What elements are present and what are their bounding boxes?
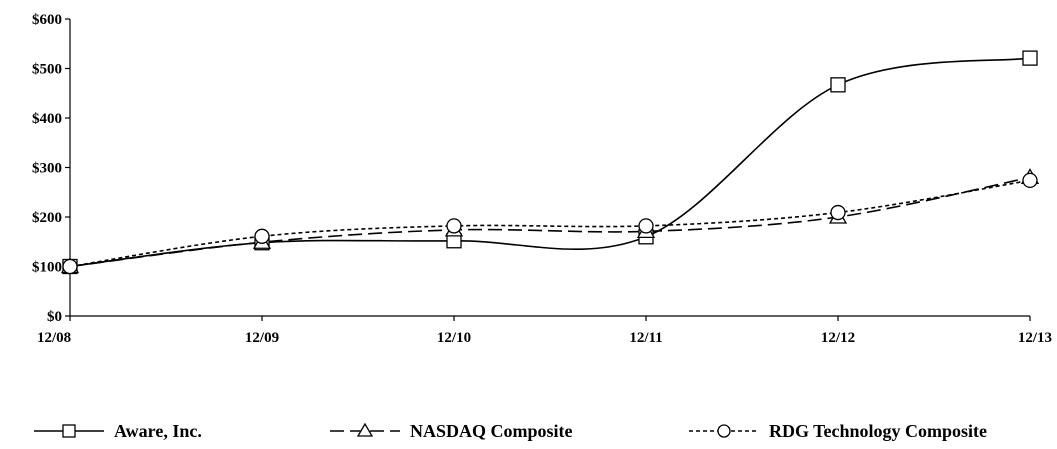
series-markers <box>60 50 1040 275</box>
legend-circle-marker <box>717 424 731 438</box>
y-tick-label: $600 <box>32 12 62 28</box>
legend-label: NASDAQ Composite <box>410 421 573 441</box>
series-2-point-4 <box>830 204 846 221</box>
y-tick-label: $500 <box>32 62 62 78</box>
series-line-2 <box>69 179 1031 268</box>
legend-item-1: NASDAQ Composite <box>330 421 573 441</box>
series-0-point-5 <box>1022 50 1038 66</box>
x-tick-label: 12/08 <box>37 330 71 346</box>
x-tick-label: 12/09 <box>245 330 279 346</box>
series-line-0 <box>69 57 1031 268</box>
series-lines <box>69 57 1031 268</box>
y-tick-label: $100 <box>32 260 62 276</box>
x-tick-label: 12/13 <box>1018 330 1052 346</box>
y-tick-label: $0 <box>47 309 62 325</box>
series-2-point-3 <box>638 218 654 234</box>
series-2-point-5 <box>1022 172 1038 189</box>
legend-item-2: RDG Technology Composite <box>689 421 987 441</box>
x-tick-label: 12/12 <box>821 330 855 346</box>
x-tick-label: 12/10 <box>437 330 471 346</box>
y-tick-label: $400 <box>32 111 62 127</box>
series-2-point-2 <box>446 218 462 234</box>
legend-square-marker <box>62 424 76 438</box>
legend-label: RDG Technology Composite <box>769 421 987 441</box>
legend-label: Aware, Inc. <box>114 421 202 441</box>
series-2-point-0 <box>62 258 78 275</box>
y-tick-label: $300 <box>32 161 62 177</box>
series-0-point-4 <box>830 77 846 93</box>
x-tick-label: 12/11 <box>629 330 662 346</box>
chart-axes <box>69 19 1030 317</box>
series-2-point-1 <box>254 228 270 244</box>
legend: Aware, Inc. NASDAQ Composite RDG Technolog… <box>34 421 987 441</box>
x-axis-ticks: 12/08 12/09 12/10 12/11 12/12 12/13 <box>37 316 1052 346</box>
y-axis-ticks: $0 $100 $200 $300 $400 $500 $600 <box>32 12 70 325</box>
series-line-1 <box>69 176 1031 268</box>
legend-item-0: Aware, Inc. <box>34 421 202 441</box>
y-tick-label: $200 <box>32 210 62 226</box>
legend-triangle-marker <box>356 422 374 437</box>
